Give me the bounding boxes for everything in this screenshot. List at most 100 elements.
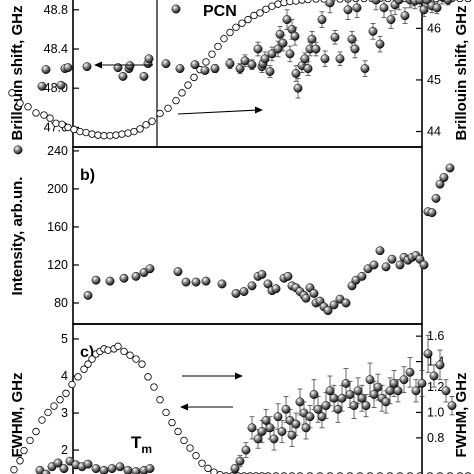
panel-b-series-point	[257, 270, 267, 279]
panel-b-left-tick-label: 120	[47, 258, 68, 272]
panel-b-series-point	[323, 306, 333, 316]
panel-c-open-series-point	[10, 465, 18, 474]
panel-c-left-tick-label: 4	[61, 369, 68, 383]
panel-c-open-series-point	[156, 396, 164, 404]
panel-a-open-series-point	[304, 0, 312, 4]
panel-c-filled-series-point	[277, 427, 287, 437]
panel-a-filled-series-point	[386, 15, 396, 25]
panel-c-filled-series-point	[399, 375, 409, 385]
panel-a-filled-series-point	[190, 60, 200, 70]
panel-a-open-series-point	[112, 131, 120, 139]
panel-c-left-tick-label: 3	[61, 406, 68, 420]
panel-a-open-series-point	[136, 125, 144, 133]
panel-b-series-point	[191, 277, 201, 287]
panel-c-open-series-point	[38, 416, 46, 424]
panel-c-left-tick-label: 5	[61, 332, 68, 346]
panel-a-open-series-point	[336, 0, 344, 3]
panel-a-filled-series-point	[290, 31, 300, 41]
panel-c-filled-series-point	[381, 397, 391, 407]
panel-a-open-series-point	[124, 129, 132, 137]
panel-b-ylabel: Intensity, arb.un.	[9, 177, 26, 296]
panel-a-filled-series-point	[139, 71, 149, 81]
panel-a-filled-series-point	[443, 0, 453, 5]
panel-b-series-point	[181, 277, 191, 287]
panel-b-series-point	[309, 289, 319, 298]
panel-a-open-series-point	[256, 9, 264, 17]
panel-a-open-series-point	[226, 28, 234, 37]
panel-c-low-series-point	[53, 458, 63, 468]
panel-c-filled-series-point	[230, 464, 240, 474]
panel-a-filled-series-point	[253, 44, 263, 54]
panel-a-filled-series-point	[144, 54, 154, 64]
panel-c-filled-series-point	[373, 382, 383, 392]
panel-c-filled-series-point	[345, 390, 355, 399]
panel-c-filled-series-point	[305, 412, 315, 422]
panel-c-right-tick-label: 0.8	[427, 431, 444, 445]
panel-a-filled-series-point	[125, 61, 135, 71]
panel-a-open-series-point	[88, 130, 96, 138]
panel-a-filled-series-point	[56, 80, 66, 90]
panel-a-filled-series-point	[400, 11, 410, 21]
panel-a-open-series-point	[40, 111, 48, 119]
panel-c-filled-series-point	[241, 445, 251, 455]
panel-a-filled-series-point	[303, 64, 313, 74]
panel-a-open-series-point	[238, 19, 246, 27]
panel-a-filled-series-point	[343, 5, 353, 15]
panel-b-series-point	[271, 284, 281, 294]
panel-a-filled-series-point	[200, 66, 210, 76]
panel-a-filled-series-point	[267, 49, 277, 59]
panel-b-series-point	[375, 246, 385, 256]
panel-c-open-series-point	[88, 355, 96, 363]
panel-c-filled-series-point	[361, 401, 371, 411]
panel-a-filled-series-point	[360, 64, 370, 74]
panel-c-filled-series-point	[447, 401, 457, 411]
panel-b-left-tick-label: 160	[47, 220, 68, 234]
panel-c-filled-series-point	[329, 393, 339, 403]
panel-c-low-series-point	[115, 462, 125, 472]
panel-c-open-series-point	[162, 408, 170, 417]
panel-a-filled-series-point	[375, 39, 385, 49]
panel-a-filled-series-point	[307, 34, 317, 44]
panel-a-open-series-point	[244, 15, 252, 24]
panel-b-left-tick-label: 240	[47, 144, 68, 158]
panel-b-left-tick-label: 80	[54, 296, 68, 310]
panel-a-filled-series-point	[37, 81, 47, 91]
panel-c-open-series-point	[56, 396, 64, 404]
panel-c-left-arrow	[180, 403, 233, 411]
panel-c-filled-series-point	[253, 434, 263, 444]
panel-a-open-series-point	[298, 0, 306, 4]
panel-c-open-series-point	[68, 380, 76, 389]
panel-a-open-series-point	[352, 0, 360, 3]
panel-a-open-series-point	[118, 130, 126, 138]
panel-a-filled-series-point	[371, 0, 381, 5]
panel-a-filled-series-point	[320, 54, 330, 64]
panel-c-low-series-point	[99, 465, 109, 474]
panel-c-open-series-point	[168, 418, 176, 427]
panel-a-open-series-point	[232, 23, 240, 32]
panel-c-open-series-point	[174, 427, 182, 436]
panel-a-filled-series-point	[240, 56, 250, 66]
panel-b-series-point	[217, 279, 227, 289]
panel-a-filled-series-point	[13, 145, 23, 155]
panel-a-filled-series-point	[438, 0, 446, 2]
panel-a-filled-series-point	[235, 64, 245, 74]
panel-c-filled-series-point	[357, 393, 367, 403]
panel-a-open-series-point	[250, 11, 258, 20]
panel-b-label: b)	[80, 167, 95, 184]
panel-a-filled-series-point	[300, 54, 310, 64]
panel-c-filled-series-point	[325, 386, 335, 396]
panel-a-filled-series-point	[275, 29, 285, 39]
panel-b-series-point	[105, 276, 115, 286]
panel-b-series-point	[427, 208, 437, 218]
panel-b-series-point	[395, 260, 405, 270]
panel-a-filled-series-point	[335, 54, 345, 64]
panel-a-open-series-point	[384, 0, 392, 3]
panel-a-open-series-point	[320, 0, 328, 3]
panel-c-open-series-point	[80, 365, 88, 373]
panel-b-series-point	[145, 264, 155, 274]
panel-c-filled-series-point	[429, 371, 439, 381]
panel-b-series-point	[173, 267, 183, 277]
panel-c-filled-series-point	[423, 349, 433, 359]
pcn-legend-label: PCN	[203, 3, 237, 20]
